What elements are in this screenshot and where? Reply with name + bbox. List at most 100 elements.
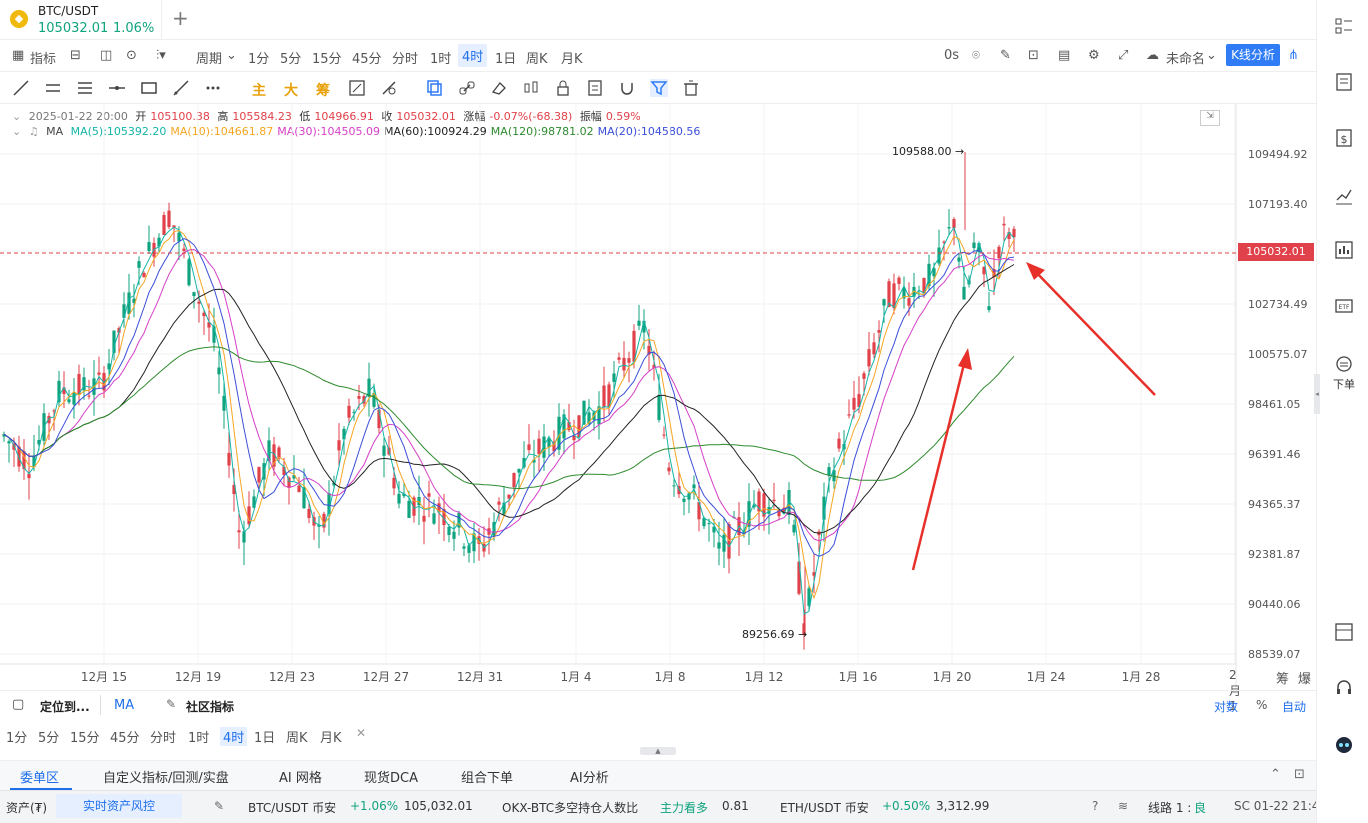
tf-row-item[interactable]: 15分 <box>70 731 100 746</box>
maximize-icon[interactable]: ⊡ <box>1294 767 1305 782</box>
big-order-button[interactable]: 大 <box>284 83 298 99</box>
tab-ai-grid[interactable]: AI 网格 <box>279 771 322 786</box>
trend-chart-icon[interactable] <box>1334 186 1354 206</box>
ticker-btc-name[interactable]: BTC/USDT 币安 <box>248 801 337 815</box>
indicator-icon[interactable]: ▦ <box>12 48 25 63</box>
tf-row-item[interactable]: 周K <box>286 731 308 746</box>
tf-row-item[interactable]: 5分 <box>38 731 60 746</box>
camera-icon[interactable]: ⌾ <box>972 48 980 63</box>
filter-icon[interactable] <box>650 79 668 97</box>
share-icon[interactable]: ⋔ <box>1288 48 1299 63</box>
add-tab-button[interactable]: + <box>172 6 189 30</box>
collapse-icon[interactable]: ⇲ <box>1200 110 1220 126</box>
indicator-button[interactable]: 指标 <box>30 52 57 67</box>
tf-time[interactable]: 分时 <box>392 52 419 67</box>
order-icon[interactable] <box>1334 354 1354 374</box>
tf-month[interactable]: 月K <box>561 52 583 67</box>
tab-spot-dca[interactable]: 现货DCA <box>364 771 418 786</box>
period-dropdown[interactable]: 周期 <box>196 52 223 67</box>
currency-icon[interactable]: ⊙ <box>126 48 137 63</box>
ma-toggle-icon[interactable]: ⌄ <box>12 125 22 138</box>
tf-row-item[interactable]: 1分 <box>6 731 28 746</box>
tf-15m[interactable]: 15分 <box>312 52 342 67</box>
help-icon[interactable]: ? <box>1092 799 1099 813</box>
gear-icon[interactable]: ⚙ <box>1088 48 1100 63</box>
liquidation-button[interactable]: 爆 <box>1298 672 1312 687</box>
tf-row-item[interactable]: 月K <box>320 731 342 746</box>
layout-name-dropdown[interactable]: 未命名 <box>1166 52 1206 67</box>
layout-icon[interactable]: ⊟ <box>70 48 81 63</box>
robot-icon[interactable] <box>1334 734 1354 754</box>
rectangle-icon[interactable] <box>140 79 158 97</box>
edit-icon[interactable]: ✎ <box>214 799 225 813</box>
tab-ai-analysis[interactable]: AI分析 <box>570 771 609 786</box>
headset-icon[interactable] <box>1334 678 1354 698</box>
tf-row-item[interactable]: 1时 <box>188 731 210 746</box>
pencil-icon[interactable]: ✎ <box>1000 48 1011 63</box>
locate-icon[interactable]: ▢ <box>12 697 25 712</box>
tf-1m[interactable]: 1分 <box>248 52 270 67</box>
symbol-tab[interactable]: ◆ BTC/USDT 105032.01 1.06% <box>0 0 162 40</box>
chart-type-icon[interactable]: ⫶▾ <box>156 48 166 63</box>
percent-scale-toggle[interactable]: % <box>1256 698 1268 712</box>
kline-analysis-button[interactable]: K线分析 <box>1226 44 1280 66</box>
close-icon[interactable]: ✕ <box>356 726 367 740</box>
tab-combo-order[interactable]: 组合下单 <box>461 771 514 786</box>
bell-icon[interactable]: ♫ <box>28 125 39 138</box>
signal-icon[interactable] <box>380 79 398 97</box>
table-icon[interactable]: ▤ <box>1058 48 1071 63</box>
sidebar-collapse-handle[interactable]: ◂ <box>1314 374 1320 414</box>
community-indicator-button[interactable]: 社区指标 <box>186 700 235 714</box>
log-scale-toggle[interactable]: 对数 <box>1214 700 1239 714</box>
lock-icon[interactable] <box>554 79 572 97</box>
auto-scale-toggle[interactable]: 自动 <box>1282 700 1307 714</box>
tab-orders[interactable]: 委单区 <box>20 771 60 786</box>
fullscreen-icon[interactable]: ⤢ <box>1118 48 1129 63</box>
strategy-icon[interactable] <box>348 79 366 97</box>
ticker-eth-name[interactable]: ETH/USDT 币安 <box>780 801 869 815</box>
tf-row-item[interactable]: 4时 <box>220 727 248 746</box>
tab-custom-indicator[interactable]: 自定义指标/回测/实盘 <box>103 771 229 786</box>
document-icon[interactable] <box>586 79 604 97</box>
locate-button[interactable]: 定位到... <box>40 700 90 714</box>
dollar-file-icon[interactable]: $ <box>1334 128 1354 148</box>
eraser-icon[interactable] <box>490 79 508 97</box>
tf-4h[interactable]: 4时 <box>458 44 488 67</box>
cloud-icon[interactable]: ☁ <box>1146 48 1159 63</box>
tf-1d[interactable]: 1日 <box>495 52 517 67</box>
main-force-button[interactable]: 主 <box>252 83 266 99</box>
panel-resize-handle[interactable]: ▲ <box>640 747 676 755</box>
more-icon[interactable] <box>204 79 222 97</box>
chip-distribution-button[interactable]: 筹 <box>1276 672 1290 687</box>
magnet-icon[interactable] <box>618 79 636 97</box>
parallel-lines-icon[interactable] <box>44 79 62 97</box>
link-icon[interactable] <box>458 79 476 97</box>
trendline-icon[interactable] <box>12 79 30 97</box>
ticker-ratio-name[interactable]: OKX-BTC多空持仓人数比 <box>502 801 639 815</box>
tf-row-item[interactable]: 45分 <box>110 731 140 746</box>
copy-icon[interactable] <box>426 79 444 97</box>
ma-indicator-tag[interactable]: MA <box>114 698 135 713</box>
bar-chart-icon[interactable] <box>1334 240 1354 260</box>
edit-icon[interactable]: ✎ <box>166 697 177 711</box>
tf-row-item[interactable]: 分时 <box>150 731 177 746</box>
channel-icon[interactable] <box>76 79 94 97</box>
ohlc-toggle-icon[interactable]: ⌄ <box>12 110 22 123</box>
risk-control-button[interactable]: 实时资产风控 <box>56 794 182 818</box>
tf-45m[interactable]: 45分 <box>352 52 382 67</box>
tf-5m[interactable]: 5分 <box>280 52 302 67</box>
chip-button[interactable]: 筹 <box>316 83 330 99</box>
tf-week[interactable]: 周K <box>526 52 548 67</box>
note-icon[interactable]: ⊡ <box>1028 48 1039 63</box>
order-label[interactable]: 下单 <box>1333 378 1355 391</box>
document-icon[interactable] <box>1334 72 1354 92</box>
layout-panel-icon[interactable] <box>1334 622 1354 642</box>
list-icon[interactable] <box>1334 16 1354 36</box>
tf-1h[interactable]: 1时 <box>430 52 452 67</box>
candle-icon[interactable] <box>522 79 540 97</box>
etf-icon[interactable]: ETF <box>1334 296 1354 316</box>
tf-row-item[interactable]: 1日 <box>254 731 276 746</box>
horizontal-line-icon[interactable] <box>108 79 126 97</box>
trash-icon[interactable] <box>682 79 700 97</box>
measure-icon[interactable] <box>172 79 190 97</box>
